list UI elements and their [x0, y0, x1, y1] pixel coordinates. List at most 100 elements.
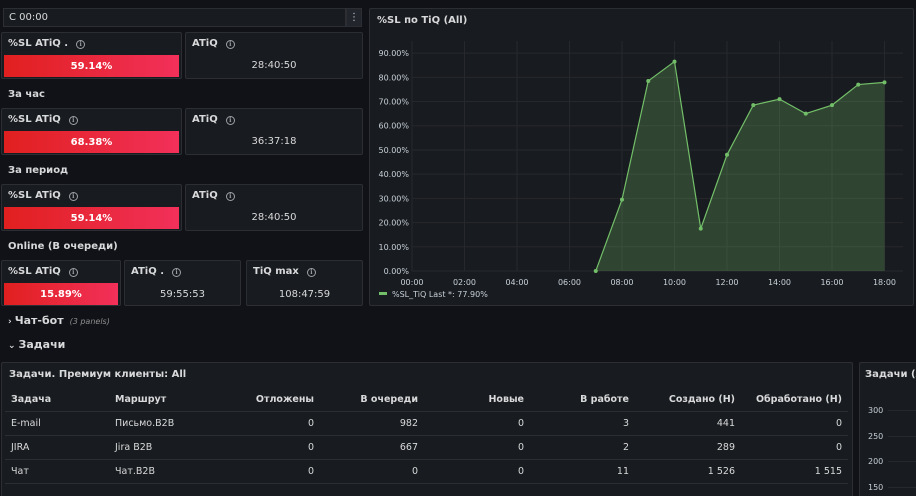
table-row: E-mail Письмо.B2B 0 982 0 3 441 0: [5, 411, 848, 436]
x-tick-label: 06:00: [558, 278, 581, 287]
table-cell: 3: [530, 411, 635, 436]
atiq-panel-1: ATiQ i 28:40:50: [185, 32, 363, 79]
column-header[interactable]: Задача: [5, 389, 109, 412]
info-icon[interactable]: i: [225, 192, 235, 201]
table-cell: Чат: [5, 459, 109, 484]
sl-value-bar: 15.89%: [4, 283, 118, 305]
y-tick-label: 300: [868, 406, 884, 415]
table-cell: 0: [741, 411, 848, 436]
atiq-panel-online: ATiQ . i 59:55:53: [124, 260, 241, 306]
sl-atiq-panel-3: %SL ATiQ i 59.14%: [1, 184, 182, 231]
table-row: JIRA Jira B2B 0 667 0 2 289 0: [5, 435, 848, 460]
chart-title: %SL по TiQ (All): [377, 15, 468, 26]
table-cell: 982: [320, 411, 424, 436]
grid-line: [888, 436, 916, 437]
data-point[interactable]: [751, 103, 756, 108]
panel-title: %SL ATiQ: [8, 190, 61, 201]
table-cell: 667: [320, 435, 424, 460]
chevron-right-icon: ›: [8, 317, 12, 327]
y-tick-label: 0.00%: [384, 267, 410, 276]
data-point[interactable]: [593, 269, 598, 273]
grid-line: [888, 487, 916, 488]
y-tick-label: 200: [868, 457, 884, 466]
table-title: Задачи. Премиум клиенты: All: [9, 369, 187, 380]
data-point[interactable]: [646, 78, 651, 83]
y-tick-label: 250: [868, 432, 884, 441]
table-header-row: Задача Маршрут Отложены В очереди Новые …: [5, 389, 848, 412]
row-header-chatbot[interactable]: › Чат-бот (3 panels): [8, 314, 110, 327]
time-range-bar[interactable]: С 00:00: [3, 8, 346, 27]
panel-title: ATiQ .: [131, 266, 164, 277]
table-cell: 0: [215, 411, 320, 436]
data-point[interactable]: [882, 80, 887, 85]
atiq-value: 28:40:50: [251, 60, 297, 71]
chart-legend[interactable]: %SL_TiQ Last *: 77.90%: [379, 290, 488, 299]
data-point[interactable]: [777, 97, 782, 102]
info-icon[interactable]: i: [68, 268, 78, 277]
grid-line: [888, 461, 916, 462]
atiq-panel-2: ATiQ i 36:37:18: [185, 108, 363, 155]
info-icon[interactable]: i: [306, 268, 316, 277]
table-cell: 441: [635, 411, 741, 436]
x-tick-label: 14:00: [768, 278, 791, 287]
data-point[interactable]: [620, 197, 624, 202]
sl-tiq-chart-panel: %SL по TiQ (All) 0.00% 10.00% 20.00% 30.00%…: [369, 8, 914, 306]
info-icon[interactable]: i: [172, 268, 181, 277]
data-point[interactable]: [672, 59, 677, 64]
table-cell: 0: [424, 411, 530, 436]
row-title: Задачи: [18, 338, 66, 351]
y-tick-label: 80.00%: [378, 73, 409, 82]
y-tick-label: 20.00%: [378, 219, 409, 228]
table-cell: Чат.B2B: [109, 459, 215, 484]
y-tick-label: 10.00%: [378, 243, 409, 252]
panel-title: Задачи (All: [865, 369, 916, 380]
panel-title: TiQ max: [253, 266, 299, 277]
column-header[interactable]: Создано (Н): [635, 389, 741, 412]
data-point[interactable]: [803, 111, 808, 116]
column-header[interactable]: Новые: [424, 389, 530, 412]
y-tick-label: 90.00%: [378, 49, 409, 58]
panel-title: ATiQ: [192, 190, 218, 201]
row-header-tasks[interactable]: ⌄ Задачи: [8, 338, 65, 351]
atiq-value: 59:55:53: [160, 289, 205, 300]
column-header[interactable]: В работе: [530, 389, 635, 412]
row-panel-count: (3 panels): [69, 317, 110, 326]
atiq-value: 36:37:18: [251, 136, 297, 147]
table-cell: Письмо.B2B: [109, 411, 215, 436]
x-tick-label: 16:00: [820, 278, 843, 287]
table-cell: 1 526: [635, 459, 741, 484]
kebab-menu-icon[interactable]: ⋮: [346, 8, 362, 27]
x-tick-label: 10:00: [663, 278, 686, 287]
sl-value-bar: 59.14%: [4, 207, 179, 229]
table-cell: 2: [530, 435, 635, 460]
data-point[interactable]: [698, 226, 703, 231]
column-header[interactable]: Маршрут: [109, 389, 215, 412]
x-tick-label: 04:00: [505, 278, 528, 287]
column-header[interactable]: В очереди: [320, 389, 424, 412]
info-icon[interactable]: i: [225, 40, 235, 49]
data-point[interactable]: [856, 82, 861, 87]
info-icon[interactable]: i: [76, 40, 86, 49]
table-cell: 289: [635, 435, 741, 460]
table-cell: 0: [215, 435, 320, 460]
x-tick-label: 02:00: [453, 278, 476, 287]
info-icon[interactable]: i: [68, 116, 78, 125]
table-cell: 11: [530, 459, 635, 484]
x-tick-label: 00:00: [400, 278, 423, 287]
column-header[interactable]: Обработано (Н): [741, 389, 848, 412]
panel-title: %SL ATiQ: [8, 266, 61, 277]
time-range-label: С 00:00: [9, 12, 48, 23]
panel-title: ATiQ: [192, 114, 218, 125]
section-label-hour: За час: [8, 89, 45, 100]
chevron-down-icon: ⌄: [8, 341, 16, 351]
x-tick-label: 18:00: [873, 278, 896, 287]
info-icon[interactable]: i: [68, 192, 78, 201]
data-point[interactable]: [830, 103, 834, 108]
y-tick-label: 60.00%: [378, 122, 409, 131]
column-header[interactable]: Отложены: [215, 389, 320, 412]
panel-title: ATiQ: [192, 38, 218, 49]
table-cell: 0: [215, 459, 320, 484]
y-tick-label: 40.00%: [378, 170, 409, 179]
info-icon[interactable]: i: [225, 116, 235, 125]
data-point[interactable]: [725, 152, 729, 157]
